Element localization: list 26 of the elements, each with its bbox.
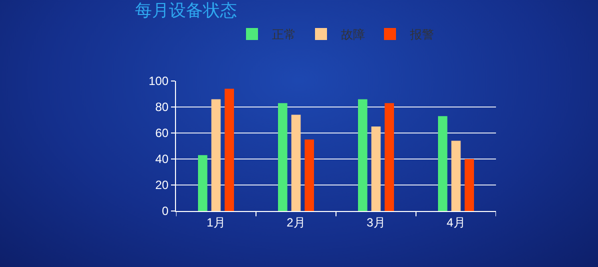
y-tick-label: 0	[162, 204, 169, 218]
x-tick-label: 1月	[206, 215, 226, 230]
bar	[451, 140, 461, 211]
x-tick-label: 3月	[366, 215, 386, 230]
bar	[198, 155, 208, 211]
legend-label: 正常	[272, 28, 296, 42]
y-tick-label: 20	[155, 178, 169, 192]
legend-label: 报警	[409, 28, 434, 42]
bar	[438, 116, 448, 211]
y-tick-label: 80	[155, 100, 169, 114]
bar	[304, 140, 314, 211]
bar	[211, 99, 221, 211]
bar	[291, 114, 301, 211]
x-tick-label: 2月	[286, 215, 306, 230]
bar	[371, 126, 381, 211]
y-tick-label: 100	[148, 74, 169, 88]
bar	[278, 103, 288, 211]
x-tick-label: 4月	[446, 215, 466, 230]
y-tick-label: 40	[155, 152, 169, 166]
legend-label: 故障	[341, 28, 365, 42]
y-tick-label: 60	[155, 126, 169, 140]
bar	[384, 103, 394, 211]
bar	[224, 88, 234, 211]
bar	[464, 159, 474, 211]
chart-title: 每月设备状态	[135, 0, 237, 20]
bar	[358, 99, 368, 211]
